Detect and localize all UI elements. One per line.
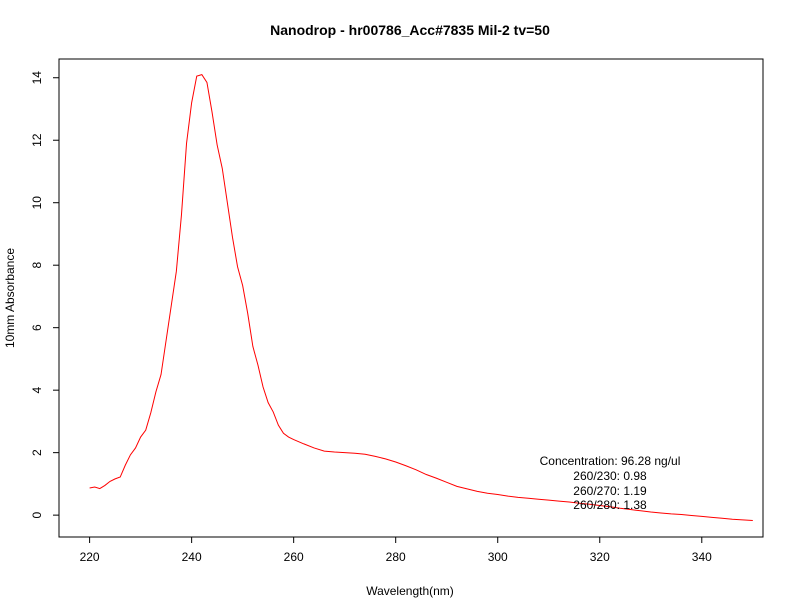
x-tick-label: 260	[284, 550, 304, 564]
y-tick-label: 8	[30, 262, 44, 269]
x-tick-label: 300	[488, 550, 508, 564]
plot-frame	[58, 58, 764, 538]
chart-title: Nanodrop - hr00786_Acc#7835 Mil-2 tv=50	[270, 22, 550, 38]
absorbance-line	[89, 74, 753, 521]
x-tick-label: 320	[590, 550, 610, 564]
y-tick-label: 4	[30, 387, 44, 394]
y-tick-label: 2	[30, 449, 44, 456]
y-tick-label: 0	[30, 511, 44, 518]
ratio-260-230-annotation: 260/230: 0.98	[573, 469, 647, 483]
x-tick-label: 220	[80, 550, 100, 564]
y-axis-label: 10mm Absorbance	[3, 248, 17, 348]
x-tick-label: 240	[182, 550, 202, 564]
y-tick-label: 6	[30, 324, 44, 331]
x-tick-label: 340	[692, 550, 712, 564]
y-tick-label: 10	[30, 196, 44, 210]
x-tick-label: 280	[386, 550, 406, 564]
ratio-260-280-annotation: 260/280: 1.38	[573, 498, 647, 512]
annotation-block: Concentration: 96.28 ng/ul 260/230: 0.98…	[540, 454, 681, 512]
ratio-260-270-annotation: 260/270: 1.19	[573, 484, 647, 498]
y-axis: 0 2 4 6 8 10 12 14	[30, 71, 59, 518]
y-tick-label: 12	[30, 133, 44, 147]
x-axis-label: Wavelength(nm)	[366, 584, 454, 598]
y-tick-label: 14	[30, 71, 44, 85]
x-axis: 220 240 260 280 300 320 340	[80, 537, 712, 564]
concentration-annotation: Concentration: 96.28 ng/ul	[540, 454, 681, 468]
